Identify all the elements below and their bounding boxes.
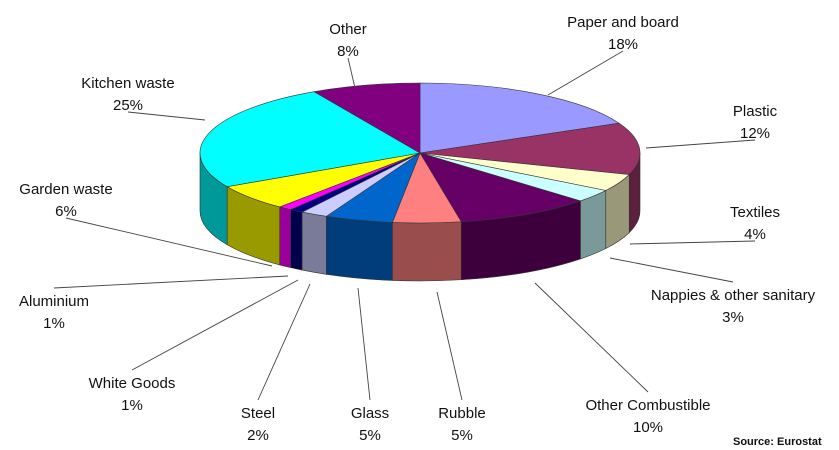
slice-value-white-goods: 1% (121, 397, 143, 414)
slice-value-garden-waste: 6% (55, 203, 77, 220)
pie-tops (199, 82, 641, 224)
slice-value-other: 8% (337, 43, 359, 60)
pie-slice-other-combustible (419, 152, 582, 223)
slice-name-other-combustible: Other Combustible (585, 397, 710, 414)
leader-line-kitchen-waste (127, 111, 206, 121)
slice-name-white-goods: White Goods (89, 375, 176, 392)
pie-side-steel (301, 211, 327, 275)
slice-name-textiles: Textiles (730, 204, 780, 221)
slice-name-kitchen-waste: Kitchen waste (81, 75, 174, 92)
pie-slice-kitchen-waste (199, 91, 421, 188)
slice-value-other-combustible: 10% (633, 419, 663, 436)
slice-value-rubble: 5% (451, 427, 473, 444)
slice-value-glass: 5% (359, 427, 381, 444)
leader-line-steel (257, 283, 311, 401)
leader-line-paper-and-board (547, 50, 624, 96)
slice-value-paper-and-board: 18% (608, 36, 638, 53)
source-note: Source: Eurostat (733, 436, 822, 448)
slice-value-kitchen-waste: 25% (113, 97, 143, 114)
leader-lines (53, 50, 756, 401)
slice-labels: Paper and board 18% Plastic 12% Textiles 4% Na… (19, 14, 816, 444)
slice-name-other: Other (329, 21, 367, 38)
leader-line-rubble (436, 291, 463, 401)
slice-name-paper-and-board: Paper and board (567, 14, 679, 31)
leader-line-garden-waste (65, 217, 273, 267)
pie-side-aluminium (279, 206, 291, 269)
leader-line-glass (357, 287, 371, 401)
pie-slice-other (313, 82, 421, 154)
slice-name-nappies-other-sanitary: Nappies & other sanitary (651, 287, 816, 304)
leader-line-plastic (645, 139, 756, 149)
pie-slice-paper-and-board (419, 82, 620, 154)
pie-side-rubble (392, 221, 462, 282)
leader-line-other-combustible (534, 282, 649, 393)
leader-line-white-goods (131, 279, 299, 371)
slice-name-garden-waste: Garden waste (19, 181, 112, 198)
pie-side-glass (326, 215, 393, 281)
slice-value-nappies-other-sanitary: 3% (722, 309, 744, 326)
pie-side-nappies-other-sanitary (580, 190, 607, 260)
slice-name-aluminium: Aluminium (19, 293, 89, 310)
leader-line-nappies-other-sanitary (609, 257, 734, 283)
leader-line-textiles (629, 240, 756, 245)
slice-value-textiles: 4% (744, 226, 766, 243)
pie-side-white-goods (290, 209, 303, 271)
slice-name-plastic: Plastic (733, 103, 778, 120)
slice-name-rubble: Rubble (438, 405, 486, 422)
pie-slice-plastic (419, 122, 641, 175)
slice-value-plastic: 12% (740, 125, 770, 142)
slice-name-glass: Glass (351, 405, 389, 422)
slice-value-aluminium: 1% (43, 315, 65, 332)
slice-value-steel: 2% (247, 427, 269, 444)
leader-line-aluminium (53, 275, 289, 289)
leader-line-other (347, 57, 356, 89)
slice-name-steel: Steel (241, 405, 275, 422)
